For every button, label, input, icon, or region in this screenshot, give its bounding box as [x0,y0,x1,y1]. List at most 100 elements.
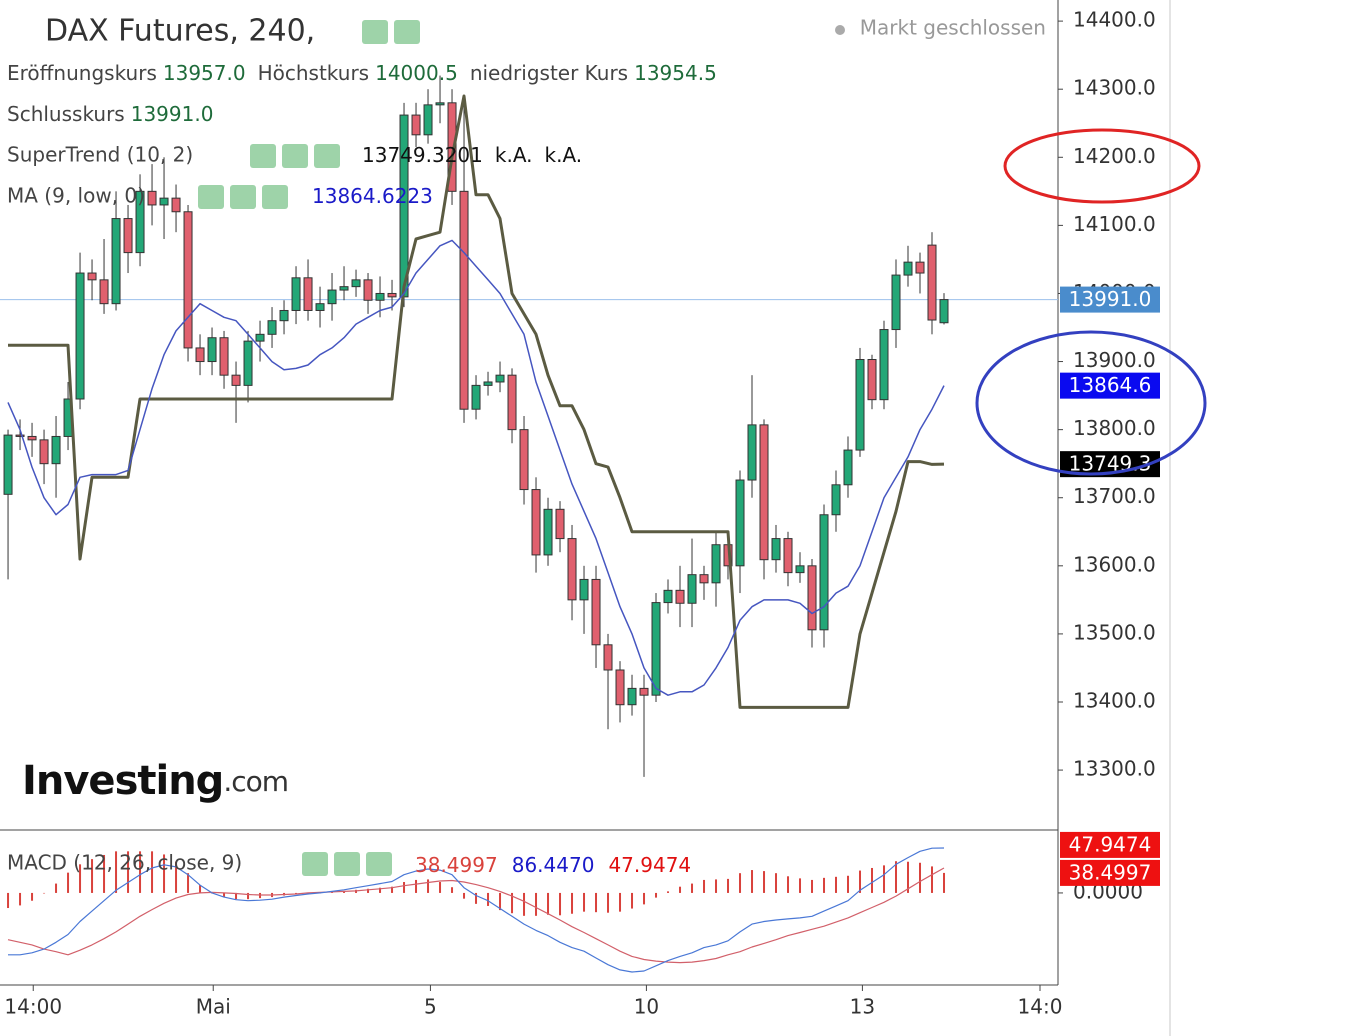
candle-body [507,374,517,431]
y-tick-label: 13400.0 [1073,688,1156,712]
readout-row: Schlusskurs 13991.0 [7,102,213,126]
candle-body [483,381,493,386]
candle-body [855,359,865,451]
macd-histogram-bar [139,851,142,893]
overlay-readout: 13864.6223 [312,184,433,208]
legend-icon [282,144,308,168]
macd-histogram-bar [19,892,22,906]
candle-body [255,333,265,342]
macd-histogram-bar [127,851,130,893]
candle-body [567,538,577,601]
candle-body [423,104,433,136]
candle-body [195,347,205,363]
candle-body [843,449,853,486]
macd-histogram-bar [751,870,754,893]
overlay-readout-value: k.A. [495,143,533,167]
legend-icon [230,185,256,209]
candle-body [411,114,421,136]
candle-body [819,514,829,631]
candle-body [879,329,889,401]
legend-icon [262,185,288,209]
macd-histogram-bar [919,862,922,893]
macd-histogram-bar [439,882,442,893]
candle-body [927,244,937,321]
macd-signal-line [7,867,945,964]
logo-text: Investing [22,758,223,804]
macd-histogram-bar [931,866,934,893]
price-tag [1060,286,1160,313]
x-tick-label: 14:0 [1018,995,1063,1019]
macd-readout: 38.4997 86.4470 47.9474 [415,853,691,877]
macd-histogram-bar [595,892,598,913]
candle-body [771,538,781,561]
candle-body [891,274,901,331]
readout-value: 14000.5 [375,61,458,85]
candle-body [471,384,481,410]
macd-histogram-bar [715,879,718,893]
candle-body [543,508,553,556]
candle-body [807,565,817,631]
candle-body [915,261,925,274]
macd-readout-value: 86.4470 [512,853,595,877]
macd-histogram-bar [607,892,610,913]
candle-body [351,279,361,288]
candle-body [267,320,277,335]
candle-body [3,434,13,495]
readout-name: Eröffnungskurs [7,61,157,85]
price-tag [1060,859,1160,886]
candle-body [939,299,949,324]
legend-icon [362,20,388,44]
price-tag [1060,372,1160,399]
macd-histogram-bar [883,865,886,893]
candle-body [735,479,745,567]
price-tag-label: 13991.0 [1069,287,1152,311]
macd-histogram-bar [943,872,946,893]
logo-suffix: .com [223,765,288,798]
y-tick-label: 13700.0 [1073,484,1156,508]
macd-line [8,847,945,973]
macd-histogram-bar [223,892,226,898]
candle-body [75,272,85,400]
candle-body [867,359,877,401]
macd-histogram-bar [91,859,94,893]
macd-histogram-bar [799,878,802,893]
candle-body [183,211,193,349]
macd-histogram-bar [463,892,466,899]
legend-icon [314,144,340,168]
candle-body [663,589,673,604]
macd-histogram-bar [847,875,850,893]
macd-histogram-bar [247,892,250,900]
macd-histogram-bar [343,891,346,893]
macd-histogram-bar [151,851,154,893]
overlay-readout-value: 13864.6223 [312,184,433,208]
macd-histogram-bar [43,892,46,894]
macd-histogram-bar [619,892,622,912]
macd-histogram-bar [859,870,862,893]
macd-readout-value: 38.4997 [415,853,498,877]
candle-body [687,574,697,604]
candle-body [591,578,601,646]
candle-body [279,309,289,322]
x-tick-label: Mai [196,995,231,1019]
y-tick-label: 13600.0 [1073,552,1156,576]
macd-histogram-bar [811,879,814,893]
market-status: Markt geschlossen [860,16,1046,40]
y-tick-label: 13500.0 [1073,620,1156,644]
status-dot [835,25,845,35]
overlay-line [7,239,945,696]
macd-histogram-bar [199,885,202,893]
x-tick-label: 13 [850,995,875,1019]
readout-value: 13991.0 [131,102,214,126]
macd-histogram-bar [79,864,82,893]
candle-body [231,374,241,386]
overlay-legend-name: SuperTrend (10, 2) [7,143,193,167]
macd-histogram-bar [787,876,790,893]
macd-histogram-bar [727,878,730,893]
macd-histogram-bar [31,892,34,901]
x-tick-label: 14:00 [4,995,62,1019]
candle-body [627,687,637,706]
readout-name: Höchstkurs [258,61,370,85]
macd-histogram-bar [655,892,658,898]
legend-icon [198,185,224,209]
